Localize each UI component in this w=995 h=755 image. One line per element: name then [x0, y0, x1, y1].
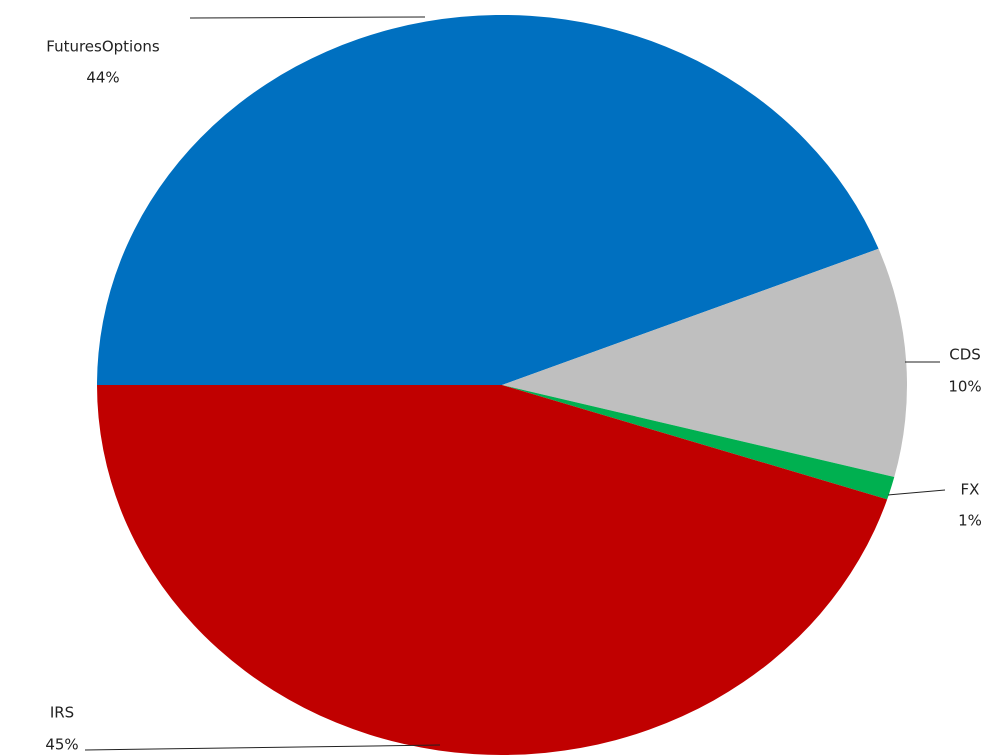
pie-slice — [502, 385, 895, 500]
slice-label: FX — [961, 481, 980, 499]
value-label: 45% — [45, 736, 78, 754]
pie-slice — [97, 385, 888, 755]
slice-label: CDS — [949, 346, 981, 364]
pie-slice — [97, 15, 879, 385]
leader-line — [887, 489, 946, 496]
leader-line — [189, 16, 426, 19]
value-label: 10% — [948, 378, 981, 396]
value-label: 44% — [86, 69, 119, 87]
value-label: 1% — [958, 512, 982, 530]
pie-slice — [502, 248, 907, 478]
leader-line — [84, 744, 441, 751]
slice-label: IRS — [50, 704, 74, 722]
slice-label: FuturesOptions — [46, 38, 160, 56]
